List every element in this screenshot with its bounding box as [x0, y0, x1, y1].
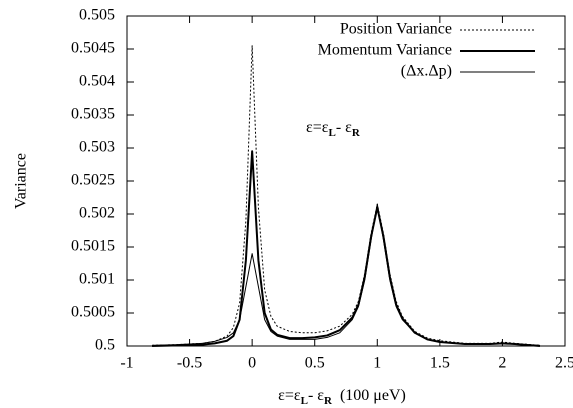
series-line — [152, 150, 541, 347]
y-axis-label: Variance — [13, 153, 30, 209]
y-tick-label: 0.505 — [79, 7, 115, 24]
annotation-sub: R — [352, 127, 361, 139]
y-tick-label: 0.5045 — [71, 40, 115, 57]
y-tick-label: 0.5025 — [71, 172, 115, 189]
y-tick-label: 0.5 — [95, 337, 115, 354]
x-tick-label: 0 — [248, 355, 256, 372]
x-tick-label: -0.5 — [177, 355, 202, 372]
plot-frame — [126, 15, 566, 347]
x-label-part: (100 μeV) — [332, 387, 406, 404]
y-tick-label: 0.502 — [79, 205, 115, 222]
annotation-sub: L — [328, 127, 335, 139]
annotation-part: - ε — [336, 119, 352, 136]
legend-label: (Δx.Δp) — [401, 63, 452, 80]
x-tick-label: 1.5 — [430, 355, 450, 372]
x-label-part: ε=ε — [278, 387, 301, 404]
x-tick-label: -1 — [120, 355, 133, 372]
y-tick-label: 0.504 — [79, 73, 115, 90]
x-label-part: - ε — [308, 387, 324, 404]
annotation-part: ε=ε — [306, 119, 329, 136]
x-tick-label: 1 — [373, 355, 381, 372]
x-tick-label: 0.5 — [305, 355, 325, 372]
legend-label: Momentum Variance — [318, 42, 452, 59]
y-tick-label: 0.5005 — [71, 304, 115, 321]
annotation: ε=εL- εR — [306, 119, 361, 139]
y-tick-label: 0.5015 — [71, 238, 115, 255]
y-tick-label: 0.501 — [79, 271, 115, 288]
x-axis-label: ε=εL- εR (100 μeV) — [278, 387, 406, 407]
series-line — [152, 203, 540, 346]
x-tick-label: 2 — [498, 355, 506, 372]
x-tick-label: 2.5 — [555, 355, 573, 372]
legend-label: Position Variance — [340, 21, 452, 38]
x-label-sub: L — [301, 395, 308, 407]
y-tick-label: 0.5035 — [71, 106, 115, 123]
series-line — [152, 45, 541, 346]
x-label-sub: R — [324, 395, 333, 407]
y-tick-label: 0.503 — [79, 139, 115, 156]
